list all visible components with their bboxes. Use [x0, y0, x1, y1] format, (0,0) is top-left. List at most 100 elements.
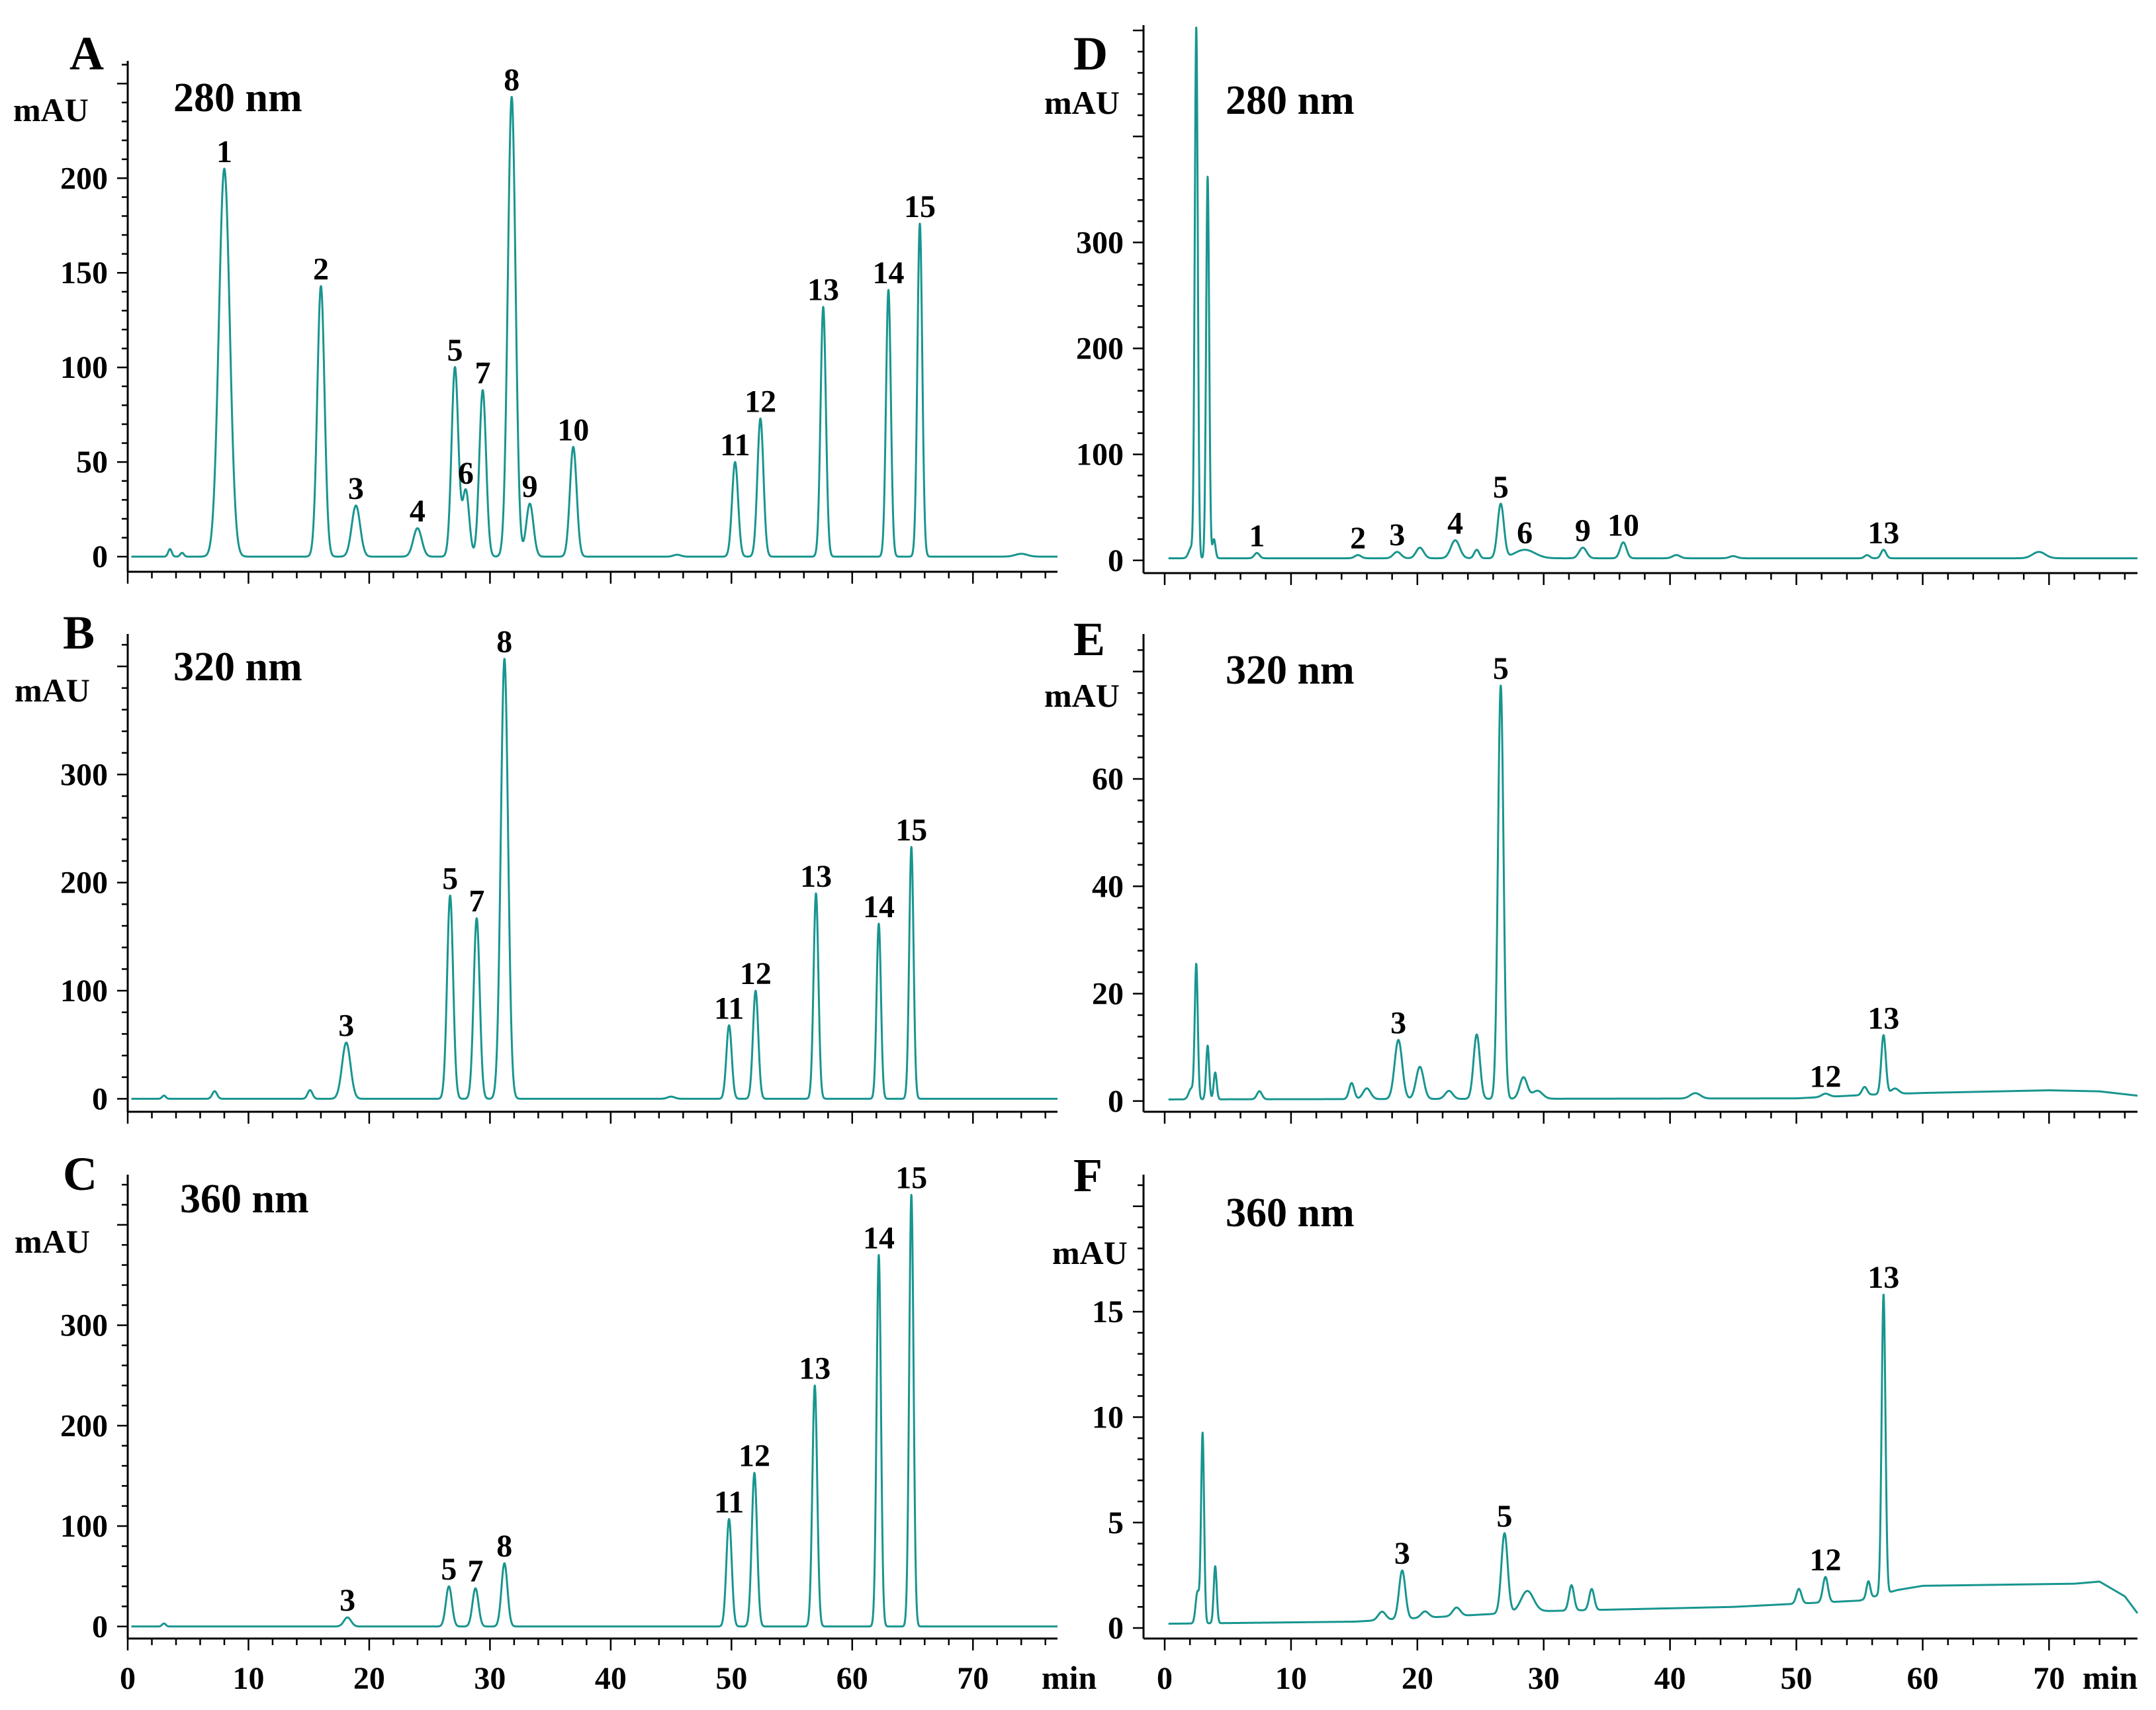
y-tick-label: 100	[60, 350, 108, 385]
peak-label: 2	[313, 251, 329, 287]
peak-label: 3	[338, 1008, 354, 1043]
peak-label: 3	[339, 1583, 355, 1618]
peak-label: 15	[895, 813, 927, 848]
x-tick-label: 0	[1157, 1661, 1173, 1696]
peak-label: 9	[1575, 514, 1591, 549]
chromatogram-trace	[130, 1193, 1059, 1628]
peak-label: 8	[496, 625, 512, 660]
x-tick-label: 30	[1528, 1661, 1560, 1696]
chromatogram-trace	[130, 658, 1059, 1100]
y-axis-label: mAU	[1044, 677, 1120, 714]
peak-label: 14	[863, 1220, 895, 1255]
y-axis-label: mAU	[15, 672, 90, 709]
panel-letter: F	[1073, 1149, 1102, 1202]
peak-label: 5	[442, 861, 458, 896]
x-tick-label: 70	[957, 1661, 989, 1696]
peak-label: 7	[468, 1554, 484, 1589]
peak-label: 11	[714, 991, 744, 1026]
panel-title: 280 nm	[173, 75, 302, 120]
y-axis-label: mAU	[1044, 84, 1120, 121]
peak-label: 4	[1447, 506, 1463, 541]
x-tick-label: 70	[2033, 1661, 2065, 1696]
panel-title: 280 nm	[1226, 78, 1355, 123]
peak-label: 11	[720, 428, 750, 463]
chart-f: 0 5 10 15 0 10 20 30 40 50 60 70 3 5 12 13	[1092, 1175, 2139, 1696]
peak-label: 14	[873, 255, 905, 291]
peak-label: 5	[1497, 1499, 1513, 1534]
peak-label: 5	[1493, 651, 1509, 686]
y-tick-label: 100	[1076, 437, 1124, 472]
peak-label: 10	[557, 412, 589, 447]
panel-a: A 280 nm mAU	[13, 27, 302, 128]
panel-c: C 360 nm mAU min	[15, 1148, 1097, 1696]
peak-label: 6	[458, 456, 474, 491]
x-tick-label: 30	[474, 1661, 506, 1696]
peak-label: 7	[474, 356, 490, 391]
x-tick-label: 20	[353, 1661, 385, 1696]
y-tick-label: 300	[60, 757, 108, 792]
peak-label: 8	[496, 1529, 512, 1564]
peak-label: 13	[800, 859, 832, 894]
x-tick-label: 10	[1275, 1661, 1307, 1696]
y-tick-label: 5	[1108, 1506, 1124, 1541]
peak-label: 12	[1809, 1059, 1841, 1095]
y-tick-label: 50	[76, 445, 108, 480]
peak-label: 13	[799, 1351, 831, 1386]
y-tick-label: 40	[1092, 869, 1124, 904]
peak-label: 5	[1493, 470, 1509, 505]
peak-label: 12	[744, 384, 776, 419]
x-tick-label: 60	[836, 1661, 868, 1696]
peak-label: 5	[441, 1552, 457, 1587]
y-tick-label: 0	[1108, 543, 1124, 578]
peak-label: 9	[522, 469, 538, 504]
panel-letter: D	[1073, 27, 1108, 80]
peak-label: 15	[895, 1160, 927, 1195]
peak-label: 3	[348, 471, 364, 506]
panel-f: F 360 nm mAU min	[1052, 1149, 2138, 1696]
y-tick-label: 20	[1092, 977, 1124, 1012]
y-tick-label: 200	[60, 1408, 108, 1443]
y-tick-label: 200	[1076, 331, 1124, 366]
panel-title: 320 nm	[1226, 648, 1355, 693]
peak-label: 8	[504, 62, 519, 97]
x-tick-label: 10	[232, 1661, 264, 1696]
peak-label: 12	[739, 1439, 770, 1474]
y-tick-label: 300	[1076, 225, 1124, 260]
y-tick-label: 10	[1092, 1400, 1124, 1435]
y-tick-label: 0	[92, 1609, 108, 1644]
peak-label: 13	[1867, 516, 1899, 551]
chromatogram-trace	[1167, 26, 2139, 560]
y-tick-label: 200	[60, 161, 108, 196]
peak-label: 1	[216, 134, 232, 169]
x-tick-label: 20	[1402, 1661, 1433, 1696]
x-tick-label: 60	[1907, 1661, 1938, 1696]
chart-e: 0 20 40 60 3 5 12 13	[1092, 634, 2139, 1124]
x-tick-label: 50	[1781, 1661, 1813, 1696]
y-tick-label: 60	[1092, 762, 1124, 797]
x-tick-label: 0	[120, 1661, 136, 1696]
y-tick-label: 300	[60, 1308, 108, 1343]
chromatogram-trace	[130, 95, 1059, 558]
x-tick-label: 50	[715, 1661, 747, 1696]
y-tick-label: 150	[60, 255, 108, 291]
peak-label: 1	[1249, 519, 1265, 554]
peak-label: 3	[1389, 518, 1405, 553]
panel-title: 360 nm	[180, 1177, 309, 1222]
y-tick-label: 0	[1108, 1084, 1124, 1119]
y-tick-label: 100	[60, 973, 108, 1009]
peak-label: 13	[1867, 1260, 1899, 1295]
peak-label: 10	[1607, 508, 1639, 543]
y-axis-label: mAU	[1052, 1234, 1128, 1271]
panel-letter: E	[1073, 613, 1105, 666]
panel-letter: B	[63, 606, 95, 659]
x-axis-unit: min	[2083, 1659, 2138, 1696]
y-tick-label: 0	[92, 1081, 108, 1116]
chromatogram-trace	[1167, 1293, 2139, 1625]
panel-letter: A	[69, 27, 104, 80]
x-tick-label: 40	[1654, 1661, 1686, 1696]
peak-label: 5	[447, 333, 463, 368]
peak-label: 15	[904, 189, 936, 224]
panel-title: 320 nm	[173, 645, 302, 690]
y-axis-label: mAU	[13, 91, 89, 128]
peak-label: 12	[740, 956, 772, 991]
